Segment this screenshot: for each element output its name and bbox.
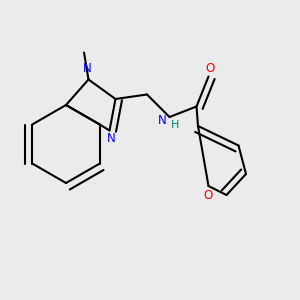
Text: N: N xyxy=(106,132,116,145)
Text: H: H xyxy=(171,119,179,130)
Text: N: N xyxy=(158,113,167,127)
Text: N: N xyxy=(82,62,91,75)
Text: O: O xyxy=(204,189,213,202)
Text: O: O xyxy=(206,62,214,75)
